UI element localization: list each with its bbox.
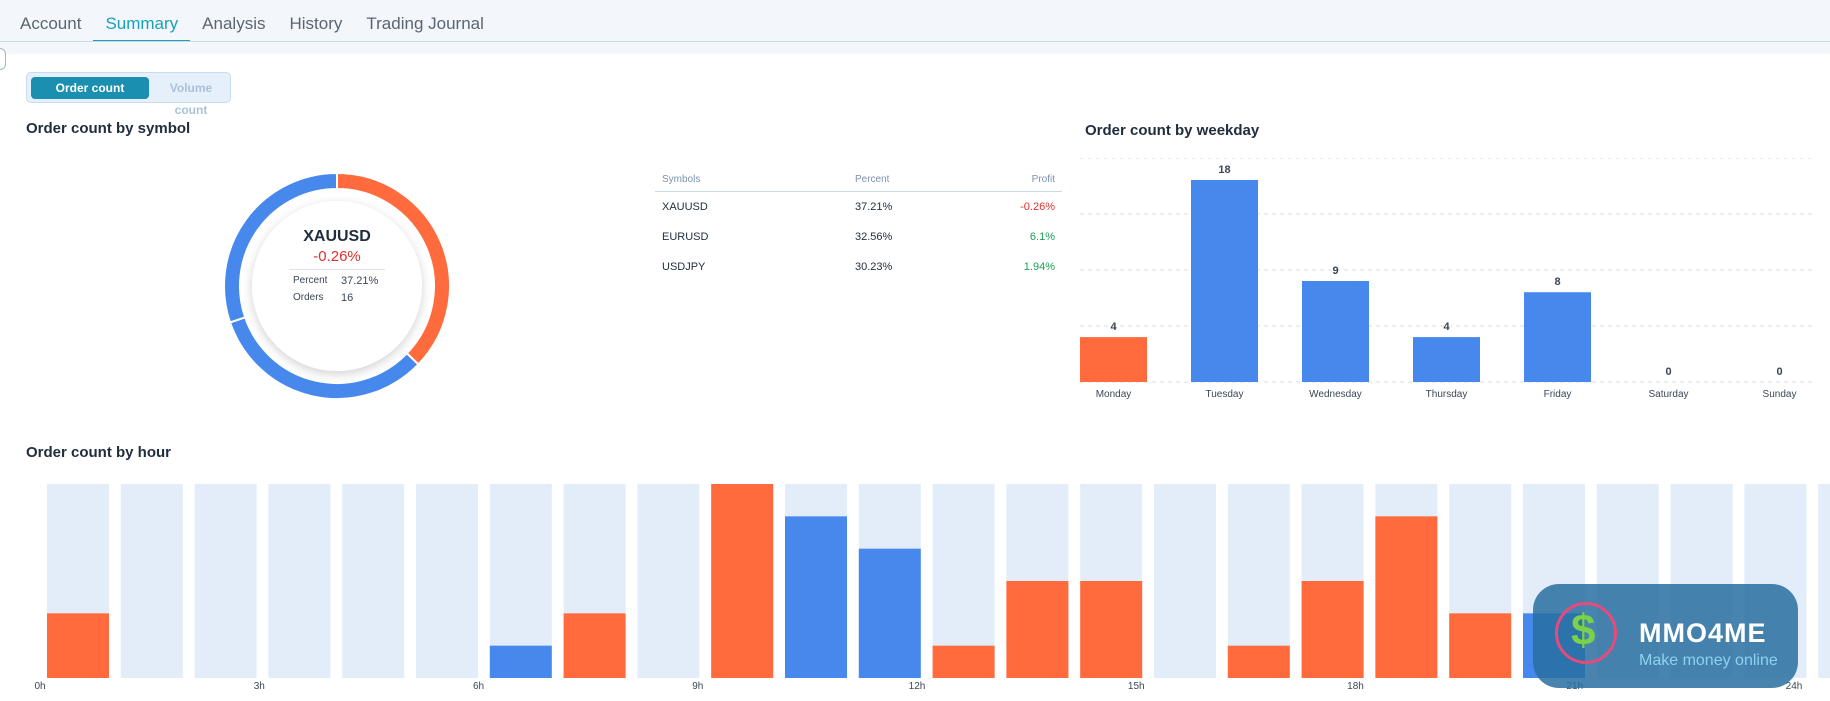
weekday-bar-tuesday[interactable] <box>1191 180 1258 382</box>
center-divider <box>289 269 385 270</box>
hour-track-5h <box>416 484 478 678</box>
hour-tick-label: 12h <box>909 681 926 692</box>
hour-track-8h <box>637 484 700 678</box>
donut-slice-usdjpy[interactable] <box>223 172 338 324</box>
hour-bar-11h[interactable] <box>858 548 921 678</box>
hour-bar-12h[interactable] <box>932 645 995 678</box>
hour-bar-14h[interactable] <box>1080 581 1143 678</box>
table-row[interactable]: EURUSD 32.56% 6.1% <box>655 222 1062 252</box>
row-profit: -0.26% <box>1020 201 1055 213</box>
weekday-value-label: 8 <box>1554 276 1560 288</box>
hour-section-title: Order count by hour <box>26 444 172 461</box>
weekday-value-label: 0 <box>1665 366 1671 378</box>
center-symbol: XAUUSD <box>303 228 371 245</box>
hour-track-1h <box>120 484 183 678</box>
hour-tick-label: 18h <box>1347 681 1364 692</box>
center-orders-row: Orders 16 <box>263 292 411 304</box>
header-percent: Percent <box>855 174 890 185</box>
weekday-axis-label: Thursday <box>1426 389 1468 400</box>
table-header: Symbols Percent Profit <box>655 168 1062 192</box>
weekday-axis-label: Tuesday <box>1206 389 1244 400</box>
hour-bar-9h[interactable] <box>711 484 774 678</box>
weekday-bar-friday[interactable] <box>1524 292 1591 382</box>
hour-bar-0h[interactable] <box>47 613 109 678</box>
hour-track-15h <box>1154 484 1216 678</box>
weekday-value-label: 4 <box>1110 321 1117 333</box>
weekday-value-label: 0 <box>1776 366 1782 378</box>
weekday-bar-monday[interactable] <box>1080 337 1147 382</box>
donut-center-info: XAUUSD -0.26% Percent 37.21% Orders 16 <box>263 228 411 304</box>
weekday-value-label: 4 <box>1443 321 1450 333</box>
hour-bar-17h[interactable] <box>1301 581 1364 678</box>
weekday-axis-label: Friday <box>1544 389 1572 400</box>
hour-bar-7h[interactable] <box>563 613 626 678</box>
hour-bar-6h[interactable] <box>489 645 552 678</box>
weekday-bar-wednesday[interactable] <box>1302 281 1369 382</box>
hour-track-4h <box>342 484 405 678</box>
center-percent-value: 37.21% <box>341 275 379 287</box>
hour-track-3h <box>268 484 331 678</box>
watermark-subtitle: Make money online <box>1639 652 1778 669</box>
hour-tick-label: 24h <box>1786 681 1803 692</box>
hour-bar-19h[interactable] <box>1449 613 1512 678</box>
hour-tick-label: 3h <box>254 681 265 692</box>
row-profit: 1.94% <box>1023 261 1055 273</box>
symbol-donut-chart <box>223 172 451 400</box>
weekday-axis-label: Monday <box>1096 389 1132 400</box>
hour-bar-13h[interactable] <box>1006 581 1069 678</box>
hour-tick-label: 0h <box>34 681 45 692</box>
hour-bar-16h[interactable] <box>1227 645 1290 678</box>
count-mode-toggle: Order count Volume count <box>26 72 231 117</box>
center-profit: -0.26% <box>313 248 361 265</box>
row-percent: 37.21% <box>855 201 893 213</box>
tab-history[interactable]: History <box>289 14 343 33</box>
tab-summary[interactable]: Summary <box>93 0 191 42</box>
weekday-axis-label: Wednesday <box>1309 389 1362 400</box>
center-orders-label: Orders <box>293 292 324 303</box>
sidebar-handle[interactable] <box>0 48 6 70</box>
top-bar <box>0 0 1830 54</box>
weekday-bar-thursday[interactable] <box>1413 337 1480 382</box>
coin-ring-icon <box>1555 602 1617 664</box>
donut-center-disc <box>252 201 422 371</box>
hour-bar-10h[interactable] <box>785 516 847 678</box>
symbol-table: Symbols Percent Profit XAUUSD 37.21% -0.… <box>655 168 1062 282</box>
order-count-button[interactable]: Order count <box>31 77 149 99</box>
row-symbol: EURUSD <box>662 231 709 243</box>
center-percent-row: Percent 37.21% <box>263 275 411 287</box>
weekday-section-title: Order count by weekday <box>1085 122 1260 139</box>
row-symbol: USDJPY <box>662 261 706 273</box>
table-row[interactable]: USDJPY 30.23% 1.94% <box>655 252 1062 282</box>
row-percent: 30.23% <box>855 261 893 273</box>
weekday-bar-chart: 4 Monday 18 Tuesday 9 Wednesday 4 Thursday 8 Frid… <box>1080 158 1815 400</box>
tab-divider <box>0 41 1830 42</box>
tab-account[interactable]: Account <box>20 14 82 33</box>
row-profit: 6.1% <box>1029 231 1055 243</box>
symbol-section-title: Order count by symbol <box>26 120 191 137</box>
row-symbol: XAUUSD <box>662 201 708 213</box>
center-orders-value: 16 <box>341 292 354 304</box>
tab-trading-journal[interactable]: Trading Journal <box>366 14 484 33</box>
tab-bar: Account Summary Analysis History Trading… <box>0 0 496 42</box>
header-symbols: Symbols <box>662 174 701 185</box>
hour-track-2h <box>194 484 257 678</box>
center-percent-label: Percent <box>293 275 328 286</box>
mmo4me-watermark: $ MMO4ME Make money online <box>1533 584 1798 688</box>
watermark-title: MMO4ME <box>1639 618 1767 648</box>
weekday-axis-label: Saturday <box>1648 389 1688 400</box>
dollar-logo: $ <box>1571 606 1596 655</box>
table-row[interactable]: XAUUSD 37.21% -0.26% <box>655 192 1062 222</box>
hour-tick-label: 6h <box>473 681 484 692</box>
volume-count-button[interactable]: Volume count <box>169 81 213 117</box>
hour-bar-18h[interactable] <box>1375 516 1438 678</box>
row-percent: 32.56% <box>855 231 893 243</box>
header-profit: Profit <box>1031 174 1055 185</box>
weekday-axis-label: Sunday <box>1763 389 1797 400</box>
hour-track-24h <box>1818 484 1830 678</box>
weekday-value-label: 18 <box>1218 164 1230 176</box>
tab-analysis[interactable]: Analysis <box>202 14 266 33</box>
hour-tick-label: 9h <box>692 681 703 692</box>
hour-tick-label: 15h <box>1128 681 1145 692</box>
weekday-value-label: 9 <box>1332 265 1338 277</box>
